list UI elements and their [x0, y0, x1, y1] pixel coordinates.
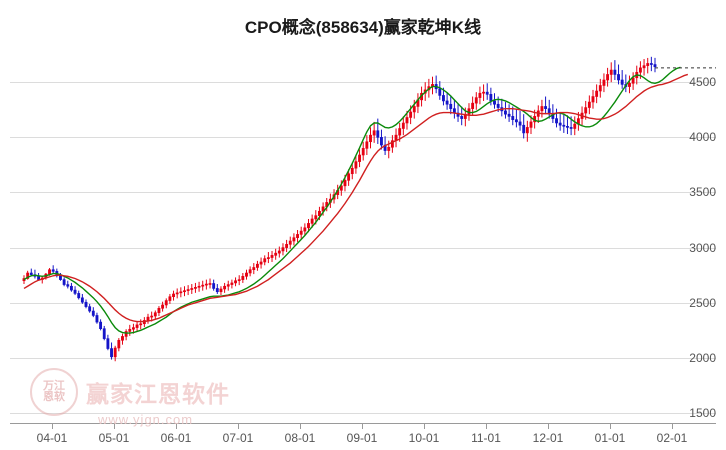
- x-axis-tick: [548, 424, 549, 429]
- y-axis-label: 1500: [689, 405, 716, 420]
- x-axis-tick: [52, 424, 53, 429]
- x-axis-tick: [114, 424, 115, 429]
- x-axis-tick: [486, 424, 487, 429]
- x-axis-tick: [424, 424, 425, 429]
- x-axis-label: 05-01: [98, 431, 130, 445]
- y-gridline: [10, 412, 716, 414]
- x-axis-label: 12-01: [532, 431, 564, 445]
- x-axis-tick: [672, 424, 673, 429]
- x-axis-label: 08-01: [284, 431, 316, 445]
- x-axis-label: 11-01: [471, 431, 501, 445]
- y-gridline: [10, 357, 716, 359]
- watermark-url: www.yjgn.com: [98, 412, 194, 427]
- y-gridline: [10, 136, 716, 138]
- x-axis-label: 06-01: [160, 431, 192, 445]
- chart-plot-area: 1500 2000 2500 3000 3500 4000 4500 04-01 05-01 06…: [10, 48, 716, 445]
- y-gridline: [10, 81, 716, 83]
- x-axis-tick: [238, 424, 239, 429]
- x-axis-line: [10, 423, 716, 424]
- grid-layer: 1500 2000 2500 3000 3500 4000 4500 04-01 05-01 06…: [10, 48, 716, 445]
- y-axis-label: 4000: [689, 129, 716, 144]
- y-axis-label: 2000: [689, 350, 716, 365]
- y-axis-label: 3500: [689, 184, 716, 199]
- y-gridline: [10, 247, 716, 249]
- candlestick-series: [22, 56, 716, 362]
- chart-title: CPO概念(858634)赢家乾坤K线: [244, 18, 482, 37]
- x-axis-label: 09-01: [346, 431, 378, 445]
- y-gridline: [10, 191, 716, 193]
- x-axis-tick: [176, 424, 177, 429]
- y-gridline: [10, 302, 716, 304]
- x-axis-tick: [362, 424, 363, 429]
- x-axis-tick: [610, 424, 611, 429]
- x-axis-label: 07-01: [222, 431, 254, 445]
- y-axis-label: 2500: [689, 295, 716, 310]
- y-axis-label: 4500: [689, 74, 716, 89]
- x-axis-label: 02-01: [656, 431, 688, 445]
- x-axis-label: 10-01: [408, 431, 440, 445]
- x-axis-label: 04-01: [36, 431, 68, 445]
- y-axis-label: 3000: [689, 240, 716, 255]
- x-axis-tick: [300, 424, 301, 429]
- x-axis-label: 01-01: [594, 431, 626, 445]
